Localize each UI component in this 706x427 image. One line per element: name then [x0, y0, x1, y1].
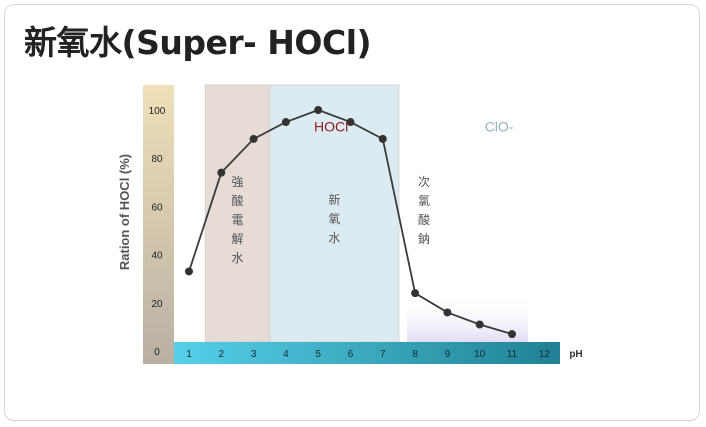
y-tick-label: 40 — [151, 251, 163, 262]
data-point — [378, 134, 387, 143]
y-tick-labels: 0 20 40 60 80 100 — [149, 106, 166, 358]
region-label: 新氧水 — [328, 192, 340, 245]
data-point — [314, 106, 323, 114]
plot-series — [185, 106, 516, 339]
data-point — [185, 267, 193, 276]
x-tick-label: 12 — [539, 349, 551, 360]
y-tick-label: 0 — [154, 347, 160, 358]
x-tick-label: 7 — [380, 349, 386, 360]
ph-scale-bar — [174, 342, 560, 364]
data-point — [475, 320, 484, 329]
region-band — [204, 84, 271, 343]
region-label: 強酸電解水 — [231, 175, 243, 265]
region-band — [407, 295, 529, 342]
x-tick-label: 4 — [283, 349, 289, 360]
region-label: 次氯酸鈉 — [418, 175, 430, 246]
y-tick-label: 80 — [151, 154, 163, 165]
x-tick-label: 5 — [315, 349, 321, 360]
x-tick-label: 10 — [474, 349, 486, 360]
x-tick-label: 2 — [219, 349, 225, 360]
data-point — [281, 118, 290, 127]
x-tick-labels: 1 2 3 4 5 6 7 8 9 10 11 12 — [186, 349, 550, 360]
x-tick-label: 9 — [445, 349, 451, 360]
y-tick-label: 100 — [149, 106, 166, 117]
y-tick-label: 20 — [151, 299, 163, 310]
data-point — [346, 118, 355, 127]
y-axis-label: Ration of HOCl (%) — [117, 154, 132, 270]
regions: 強酸電解水 新氧水 次氯酸鈉 — [204, 84, 529, 343]
x-tick-label: 6 — [348, 349, 354, 360]
x-tick-label: 8 — [412, 349, 418, 360]
data-point — [411, 289, 420, 298]
y-tick-label: 60 — [151, 202, 163, 213]
data-point — [217, 168, 226, 177]
y-axis-band — [143, 85, 174, 364]
annotations: HOCl ClO- — [314, 119, 514, 135]
annotation-label: ClO- — [485, 119, 514, 135]
chart-title: 新氧水(Super- HOCl) — [24, 23, 372, 62]
x-tick-label: 3 — [251, 349, 257, 360]
x-tick-label: 1 — [186, 349, 192, 360]
x-axis-label: pH — [569, 349, 582, 360]
x-tick-label: 11 — [507, 349, 518, 360]
data-point — [508, 330, 516, 339]
annotation-label: HOCl — [314, 119, 348, 135]
data-point — [249, 134, 258, 143]
data-point — [443, 308, 452, 317]
region-band — [269, 84, 400, 343]
